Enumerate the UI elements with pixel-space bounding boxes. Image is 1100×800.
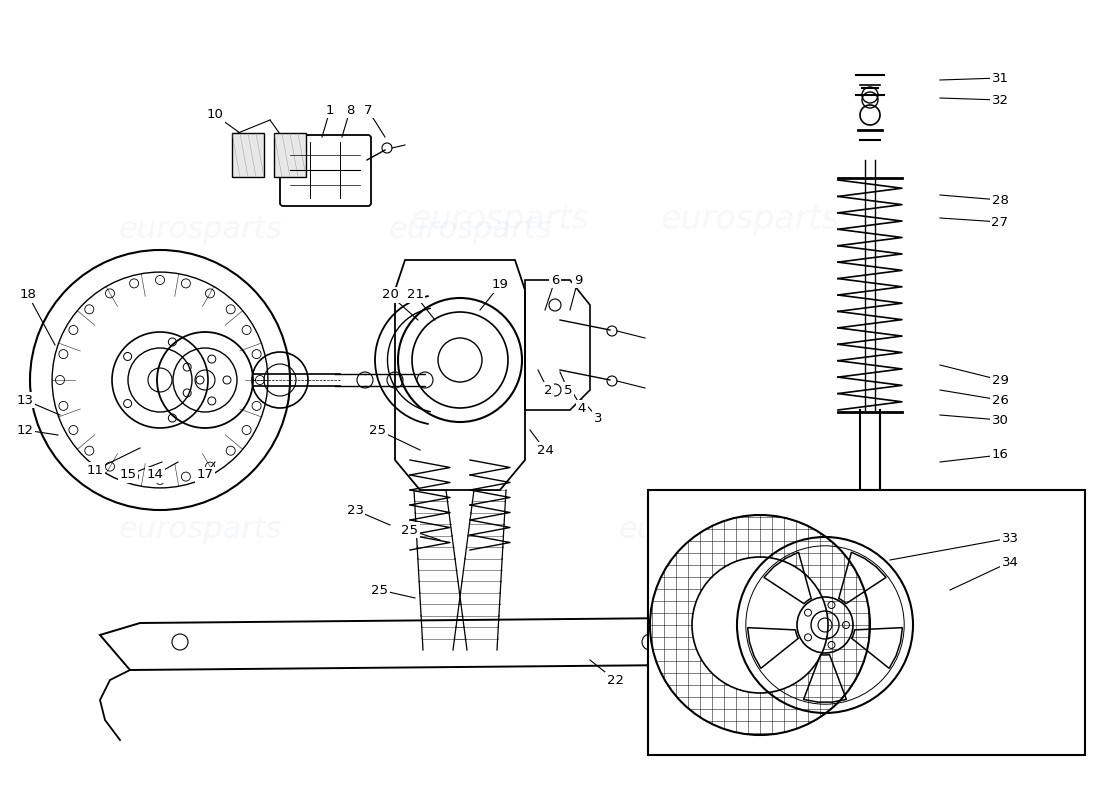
Text: 15: 15 (120, 469, 136, 482)
Text: 20: 20 (382, 289, 398, 302)
Text: eurosparts: eurosparts (410, 203, 590, 237)
Text: 22: 22 (606, 674, 624, 686)
Text: 6: 6 (551, 274, 559, 286)
Text: 34: 34 (1002, 555, 1019, 569)
Text: 17: 17 (197, 469, 213, 482)
Text: 12: 12 (16, 423, 33, 437)
Bar (274, 133, 306, 177)
Text: 10: 10 (207, 109, 223, 122)
Text: eurosparts: eurosparts (118, 215, 282, 245)
FancyBboxPatch shape (280, 135, 371, 206)
Text: 33: 33 (1001, 531, 1019, 545)
Text: 16: 16 (991, 449, 1009, 462)
Text: 3: 3 (594, 411, 603, 425)
Bar (232, 133, 264, 177)
Text: 24: 24 (537, 443, 553, 457)
Text: eurosparts: eurosparts (660, 203, 839, 237)
Text: 29: 29 (991, 374, 1009, 386)
Text: 32: 32 (991, 94, 1009, 106)
Text: 2: 2 (543, 383, 552, 397)
Text: 11: 11 (87, 463, 103, 477)
Text: eurosparts: eurosparts (118, 515, 282, 545)
Text: 25: 25 (372, 583, 388, 597)
Text: 21: 21 (407, 289, 424, 302)
Text: 25: 25 (402, 523, 418, 537)
Text: 19: 19 (492, 278, 508, 291)
Text: 23: 23 (346, 503, 363, 517)
Text: eurosparts: eurosparts (618, 515, 782, 545)
Bar (648, 490, 1085, 755)
Text: 4: 4 (578, 402, 586, 414)
Text: 31: 31 (991, 71, 1009, 85)
Text: 8: 8 (345, 103, 354, 117)
Text: 5: 5 (563, 383, 572, 397)
Text: eurosparts: eurosparts (388, 215, 552, 245)
Text: 18: 18 (20, 289, 36, 302)
Text: 26: 26 (991, 394, 1009, 406)
Text: 25: 25 (370, 423, 386, 437)
Text: 7: 7 (364, 103, 372, 117)
Text: 30: 30 (991, 414, 1009, 426)
Text: 13: 13 (16, 394, 33, 406)
Text: 9: 9 (574, 274, 582, 286)
Text: 28: 28 (991, 194, 1009, 206)
Text: 27: 27 (991, 215, 1009, 229)
Text: 14: 14 (146, 469, 164, 482)
Text: 1: 1 (326, 103, 334, 117)
